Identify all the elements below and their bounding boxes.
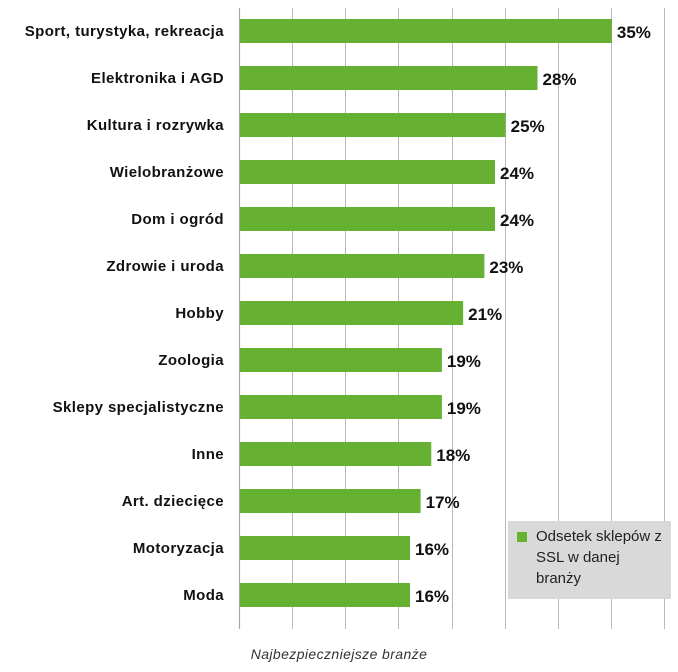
bar xyxy=(240,301,464,325)
value-label: 25% xyxy=(511,117,545,136)
category-label: Zoologia xyxy=(158,352,224,369)
value-label: 16% xyxy=(415,540,449,559)
bar xyxy=(240,489,421,513)
value-label: 19% xyxy=(447,352,481,371)
category-label: Sklepy specjalistyczne xyxy=(53,399,224,416)
value-label: 24% xyxy=(500,164,534,183)
bar xyxy=(240,348,442,372)
category-label: Hobby xyxy=(175,305,224,322)
value-label: 19% xyxy=(447,399,481,418)
bar xyxy=(240,254,485,278)
value-label: 18% xyxy=(436,446,470,465)
bar xyxy=(240,113,506,137)
value-label: 21% xyxy=(468,305,502,324)
bar xyxy=(240,583,410,607)
bar xyxy=(240,19,612,43)
category-label: Inne xyxy=(192,446,224,463)
value-label: 35% xyxy=(617,23,651,42)
bar xyxy=(240,207,495,231)
category-label: Kultura i rozrywka xyxy=(87,117,224,134)
value-label: 24% xyxy=(500,211,534,230)
bar xyxy=(240,66,538,90)
bar xyxy=(240,395,442,419)
category-label: Art. dziecięce xyxy=(122,493,224,510)
value-label: 28% xyxy=(543,70,577,89)
value-label: 17% xyxy=(426,493,460,512)
legend-swatch xyxy=(517,532,527,542)
category-label: Zdrowie i uroda xyxy=(106,258,224,275)
bar xyxy=(240,536,410,560)
value-label: 23% xyxy=(489,258,523,277)
category-label: Moda xyxy=(183,587,224,604)
bar xyxy=(240,160,495,184)
legend: Odsetek sklepów z SSL w danej branży xyxy=(508,521,671,599)
category-label: Dom i ogród xyxy=(131,211,224,228)
category-label: Sport, turystyka, rekreacja xyxy=(25,23,224,40)
bar xyxy=(240,442,432,466)
value-label: 16% xyxy=(415,587,449,606)
bar-chart: Sport, turystyka, rekreacja 35% Elektronik… xyxy=(25,8,665,629)
legend-label: Odsetek sklepów z SSL w danej branży xyxy=(536,528,662,587)
chart-caption: Najbezpieczniejsze branże xyxy=(250,646,428,662)
category-label: Wielobranżowe xyxy=(110,164,224,181)
category-label: Motoryzacja xyxy=(133,540,224,557)
category-label: Elektronika i AGD xyxy=(91,70,224,87)
